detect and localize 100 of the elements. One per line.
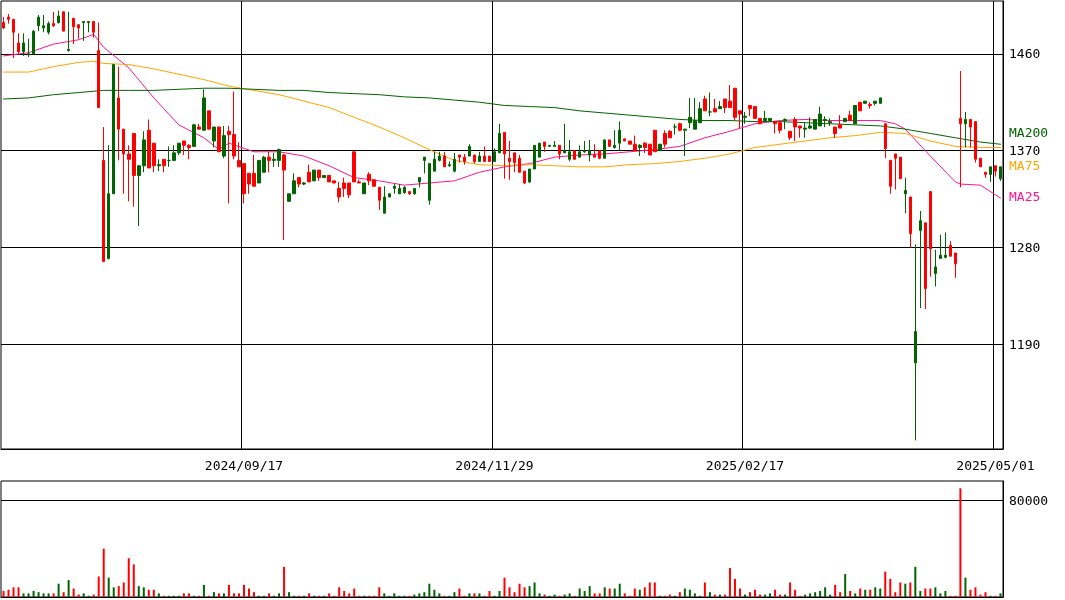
candlestick [453, 152, 456, 173]
candlestick [994, 165, 997, 178]
bar [854, 593, 857, 597]
bar [934, 587, 937, 597]
bar [57, 583, 60, 597]
bar [638, 589, 641, 597]
candlestick [92, 20, 95, 39]
bar [889, 578, 892, 597]
candlestick [618, 121, 621, 152]
candlestick [418, 177, 421, 188]
bar [733, 578, 736, 597]
x-tick-label: 2025/05/01 [956, 458, 1035, 473]
bar [964, 577, 967, 597]
candlestick [192, 123, 196, 147]
bar [458, 588, 461, 597]
candlestick [383, 185, 386, 214]
bar [774, 589, 777, 597]
x-tick-label: 2024/11/29 [455, 458, 534, 473]
candlestick [523, 170, 526, 185]
bar [428, 583, 431, 597]
candlestick [743, 111, 747, 125]
candlestick [122, 128, 125, 195]
bar [518, 583, 521, 597]
bar [904, 583, 907, 597]
bar [583, 590, 586, 597]
bar [248, 588, 250, 597]
candlestick [488, 155, 491, 162]
y-tick-label: 1370 [1009, 143, 1041, 159]
bar [513, 592, 516, 597]
bar [678, 592, 681, 597]
candlestick [578, 144, 581, 158]
bar [623, 593, 626, 597]
bar [809, 593, 812, 597]
bar [859, 588, 862, 597]
candlestick [924, 222, 927, 310]
candlestick [37, 14, 40, 32]
candlestick [939, 234, 942, 259]
candlestick [388, 193, 391, 198]
bar [253, 592, 256, 597]
candlestick [929, 191, 932, 278]
candlestick [12, 18, 15, 59]
candlestick [613, 129, 616, 150]
candlestick [302, 181, 306, 186]
bar [117, 586, 120, 597]
candlestick [568, 139, 571, 162]
bar [378, 587, 381, 597]
y-tick-label: 1460 [1009, 46, 1041, 62]
bar [343, 590, 346, 597]
bar [7, 589, 10, 597]
bar [864, 589, 867, 597]
bar [353, 588, 356, 597]
bar [2, 590, 5, 597]
bar [47, 593, 50, 597]
bar [338, 587, 341, 597]
candlestick [548, 144, 551, 147]
bar [12, 587, 15, 597]
candlestick [708, 92, 712, 117]
bar [899, 582, 902, 597]
bar [533, 582, 536, 597]
candlestick [458, 154, 461, 164]
candlestick [17, 32, 20, 55]
candlestick [483, 145, 486, 162]
candlestick [683, 128, 687, 157]
candlestick [307, 164, 311, 183]
candlestick [443, 151, 446, 168]
candlestick [954, 252, 957, 279]
bar [984, 592, 987, 597]
candlestick [533, 144, 536, 170]
candlestick [32, 29, 35, 56]
candlestick [42, 14, 45, 33]
bar [488, 590, 491, 597]
candlestick [718, 100, 722, 110]
bar [147, 589, 150, 597]
bar [232, 593, 235, 597]
candlestick [713, 98, 717, 113]
line-series [3, 33, 1001, 199]
candlestick [858, 101, 862, 112]
bar [82, 593, 85, 597]
bar [202, 584, 205, 597]
bar [17, 587, 20, 597]
bar [222, 593, 225, 597]
candlestick [362, 182, 366, 195]
bar [393, 593, 396, 597]
candlestick [518, 154, 521, 173]
bar [157, 593, 160, 597]
candlestick [498, 123, 501, 154]
candlestick [558, 144, 561, 160]
candlestick [107, 144, 110, 260]
series-label: MA200 [1009, 125, 1049, 141]
candlestick [598, 150, 601, 160]
bar [688, 589, 691, 597]
bar [608, 588, 611, 597]
candlestick [52, 11, 55, 28]
bar [869, 589, 872, 597]
bar [37, 592, 40, 597]
candlestick [473, 154, 476, 165]
candlestick [493, 148, 496, 162]
bar [648, 582, 651, 597]
candlestick [553, 140, 556, 147]
bar [242, 584, 245, 597]
